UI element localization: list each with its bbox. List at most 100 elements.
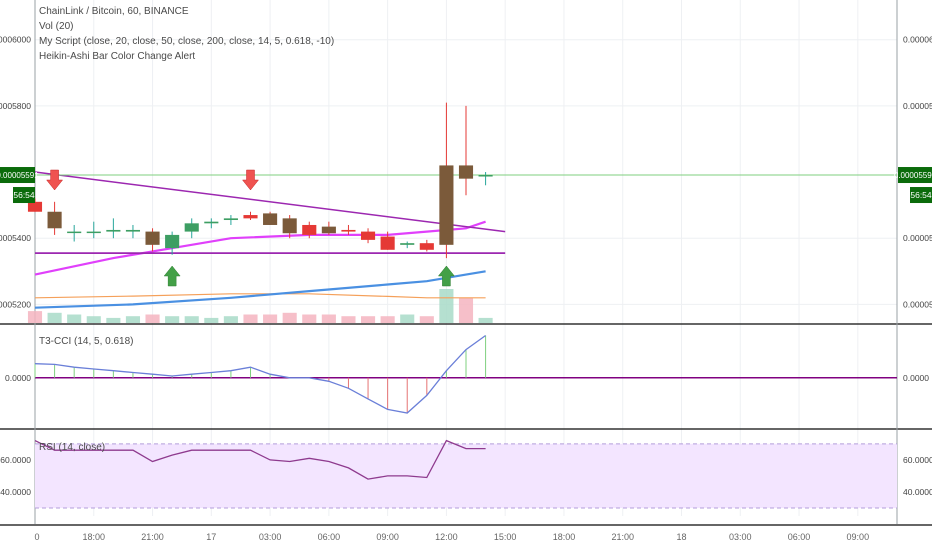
rsi-y-tick-left: 40.0000 [0,487,31,497]
pane-frames [0,0,932,526]
price-badge-text-left: 0.00005591 [0,171,39,180]
y-tick-label-left: 0.00006000 [0,35,31,45]
rsi-line [34,439,486,480]
candle-body [302,224,317,235]
candle-body [27,201,43,212]
volume-bar [145,314,160,323]
y-tick-label-left: 0.00005800 [0,101,31,111]
volume-bar [380,316,395,323]
volume-bar [419,316,434,323]
volume-bar [263,314,278,323]
candle-body [86,231,101,234]
rsi-band [35,443,897,508]
volume-bar [165,316,180,323]
candle-body [145,231,160,245]
cci-line [34,334,486,414]
x-tick-label: 18:00 [83,532,106,542]
volume-bar [458,297,474,323]
candle-body [204,221,219,224]
x-tick-label: 21:00 [141,532,164,542]
buy-arrow-icon [437,265,455,287]
price-badges: 0.00005591 56:54 0.00005591 56:54 [0,167,932,204]
volume-bar [282,312,297,323]
x-tick-label: 21:00 [611,532,634,542]
trendline [34,171,506,233]
volume-bar [86,316,101,323]
countdown-text-left: 56:54 [13,190,35,200]
y-tick-label-right: 0.00005800 [903,101,932,111]
x-tick-label: 18 [676,532,686,542]
y-tick-label-left: 0.00005400 [0,233,31,243]
x-tick-label: 0 [34,532,39,542]
x-tick-label: 09:00 [847,532,870,542]
x-tick-label: 09:00 [376,532,399,542]
symbol-title: ChainLink / Bitcoin, 60, BINANCE [39,6,189,17]
axes: 18:00 21:00 17 03:00 06:00 09:00 12:00 15:00 18:… [0,35,932,542]
ma-orange-line [34,293,486,299]
y-tick-label-right: 0.00005400 [903,233,932,243]
candle-body [341,229,356,232]
study-heikin-ashi-alert[interactable]: Heikin-Ashi Bar Color Change Alert [39,51,196,62]
candle-body [400,243,415,245]
volume-bar [321,314,336,323]
candle-body [458,165,474,179]
x-tick-label: 06:00 [788,532,811,542]
volume-bar [125,316,141,323]
candle-body [282,218,297,234]
candles [27,102,493,259]
volume-bar [341,316,356,323]
sell-arrow-icon [241,169,260,191]
price-badge-text-right: 0.00005591 [894,171,932,180]
x-tick-label: 15:00 [494,532,517,542]
rsi-y-tick-right: 60.0000 [903,455,932,465]
x-tick-label: 03:00 [729,532,752,542]
volume-bar [400,314,415,323]
volume-bar [67,314,82,323]
x-tick-label: 18:00 [553,532,576,542]
rsi-pane: 40.0000 40.0000 60.0000 60.0000 [0,439,932,509]
volume-bar [47,312,62,323]
countdown-badge-left [13,187,35,204]
candle-body [165,234,180,249]
volume-bar [302,314,317,323]
candle-body [106,229,121,232]
cci-pane: 0.0000 0.0000 [5,334,929,414]
rsi-legend[interactable]: RSI (14, close) [39,442,106,453]
y-tick-label-right: 0.00006000 [903,35,932,45]
volume-bar [184,316,199,323]
candle-body [47,211,62,229]
x-tick-label: 17 [206,532,216,542]
sell-arrow-icon [46,169,64,191]
ma-blue-line [34,270,486,309]
study-my-script[interactable]: My Script (close, 20, close, 50, close, … [39,36,335,47]
x-tick-label: 12:00 [435,532,458,542]
x-tick-label: 06:00 [318,532,341,542]
candle-body [67,231,82,234]
candle-body [419,243,434,250]
x-tick-label: 03:00 [259,532,282,542]
candle-body [478,175,493,177]
volume-bar [27,311,43,323]
candle-body [360,231,376,240]
rsi-y-tick-left: 60.0000 [0,455,31,465]
volume-bar [223,316,238,323]
volume-bar [478,317,493,323]
candle-body [223,218,238,221]
volume-bar [204,317,219,323]
price-badge-right [898,167,932,184]
candle-body [380,236,395,250]
candle-body [439,165,454,245]
signal-arrows [46,169,455,287]
countdown-text-right: 56:54 [910,190,932,200]
volume-bar [439,289,454,323]
candle-body [243,215,258,219]
cci-y-tick-right: 0.0000 [903,373,929,383]
countdown-badge-right [910,187,932,204]
study-vol[interactable]: Vol (20) [39,21,74,32]
rsi-y-tick-right: 40.0000 [903,487,932,497]
cci-legend[interactable]: T3-CCI (14, 5, 0.618) [39,336,134,347]
cci-y-tick-left: 0.0000 [5,373,31,383]
